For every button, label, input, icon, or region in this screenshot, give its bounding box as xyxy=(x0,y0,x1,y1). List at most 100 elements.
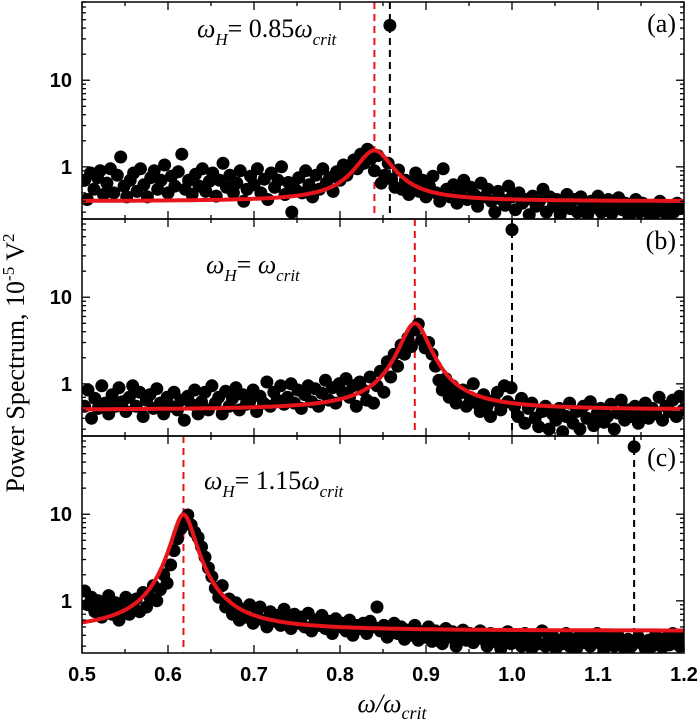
data-point xyxy=(614,393,628,407)
panel-label: (b) xyxy=(646,226,676,255)
panel-content xyxy=(82,219,684,436)
data-point xyxy=(553,208,567,219)
data-point xyxy=(110,168,124,182)
data-point xyxy=(175,147,189,161)
y-axis-title-main: Power Spectrum, 10 xyxy=(1,281,30,493)
data-point xyxy=(518,416,532,430)
data-point xyxy=(95,379,109,393)
data-point xyxy=(367,396,380,410)
x-tick-label: 1.1 xyxy=(584,664,612,686)
annotation-omega-crit: ω xyxy=(301,466,319,495)
annotation-crit-subscript: crit xyxy=(313,30,338,49)
data-point xyxy=(583,395,597,409)
annotation-crit-subscript: crit xyxy=(320,482,345,501)
data-point xyxy=(450,196,464,210)
annotation-value: = 1.15 xyxy=(235,466,302,495)
data-point xyxy=(230,176,244,190)
data-point xyxy=(274,379,288,393)
x-axis-title-subscript: crit xyxy=(401,703,427,723)
data-point xyxy=(158,158,172,172)
data-point xyxy=(277,602,291,616)
y-axis-title: Power Spectrum, 10-5 V2 xyxy=(0,233,30,492)
annotation-subscript: H xyxy=(214,30,229,49)
x-tick-label: 0.6 xyxy=(154,664,182,686)
data-point xyxy=(275,160,288,174)
data-point xyxy=(88,391,102,405)
data-point xyxy=(363,370,377,384)
data-point xyxy=(481,182,495,196)
y-tick-label: 10 xyxy=(50,287,72,309)
data-point xyxy=(233,164,247,178)
data-point xyxy=(85,411,98,425)
panel-a: 110(a)ωH= 0.85ωcrit xyxy=(50,1,685,220)
data-point xyxy=(154,173,168,187)
annotation-subscript: H xyxy=(221,482,236,501)
data-point xyxy=(502,179,516,193)
panel-content xyxy=(82,2,684,219)
data-point xyxy=(147,164,161,178)
annotation-value: = 0.85 xyxy=(228,14,295,43)
data-point xyxy=(299,164,313,178)
panel-label: (c) xyxy=(647,443,676,472)
y-tick-label: 1 xyxy=(61,157,72,179)
y-axis-title-exponent: -5 xyxy=(0,267,18,281)
data-point xyxy=(370,600,384,614)
data-point xyxy=(191,407,205,421)
data-point xyxy=(504,381,518,395)
x-axis-title: ω/ωcrit xyxy=(358,689,428,723)
x-axis-title-main: ω/ω xyxy=(358,689,402,718)
annotation-omega: ω xyxy=(206,250,224,279)
data-point xyxy=(419,190,433,204)
annotation-omega: ω xyxy=(197,14,215,43)
x-tick-label: 0.7 xyxy=(240,664,268,686)
data-point xyxy=(250,162,264,176)
y-tick-label: 1 xyxy=(61,591,72,613)
annotation-value: = xyxy=(237,250,258,279)
data-point xyxy=(100,176,114,190)
data-point xyxy=(168,179,182,193)
panel-c: 110(c)ωH= 1.15ωcrit xyxy=(50,435,685,654)
data-point xyxy=(625,639,638,653)
data-point xyxy=(171,165,185,179)
lorentzian-fit-curve xyxy=(82,512,684,633)
data-point xyxy=(199,184,213,198)
x-tick-label: 0.5 xyxy=(68,664,96,686)
data-point xyxy=(607,422,621,436)
data-point xyxy=(107,186,121,200)
data-point xyxy=(587,419,601,433)
annotation-omega-crit: ω xyxy=(258,250,276,279)
data-point xyxy=(383,18,397,32)
data-point xyxy=(515,391,528,405)
annotation-crit-subscript: crit xyxy=(276,266,301,285)
data-point xyxy=(426,169,440,183)
data-point xyxy=(391,359,405,373)
data-point xyxy=(150,382,164,396)
annotation-omega-crit: ω xyxy=(294,14,312,43)
data-point xyxy=(488,205,502,219)
data-point xyxy=(226,391,239,405)
data-point xyxy=(253,600,267,614)
data-point xyxy=(177,413,191,427)
data-point xyxy=(112,381,126,395)
x-tick-label: 0.8 xyxy=(326,664,354,686)
data-point xyxy=(676,630,684,644)
lorentzian-fit-curve xyxy=(82,148,684,203)
x-tick-label: 1.0 xyxy=(498,664,526,686)
data-point xyxy=(494,642,508,653)
data-point xyxy=(181,508,195,522)
data-point xyxy=(260,375,274,389)
x-tick-label: 1.2 xyxy=(670,664,698,686)
data-point xyxy=(556,425,570,436)
data-point xyxy=(112,613,126,627)
data-point xyxy=(243,395,257,409)
data-point xyxy=(97,188,110,201)
data-point xyxy=(549,413,563,427)
data-point xyxy=(367,164,381,178)
data-point xyxy=(433,194,447,208)
data-point xyxy=(652,390,666,404)
lorentzian-fit-curve xyxy=(82,321,684,412)
data-point xyxy=(271,173,285,187)
data-point xyxy=(673,389,684,403)
